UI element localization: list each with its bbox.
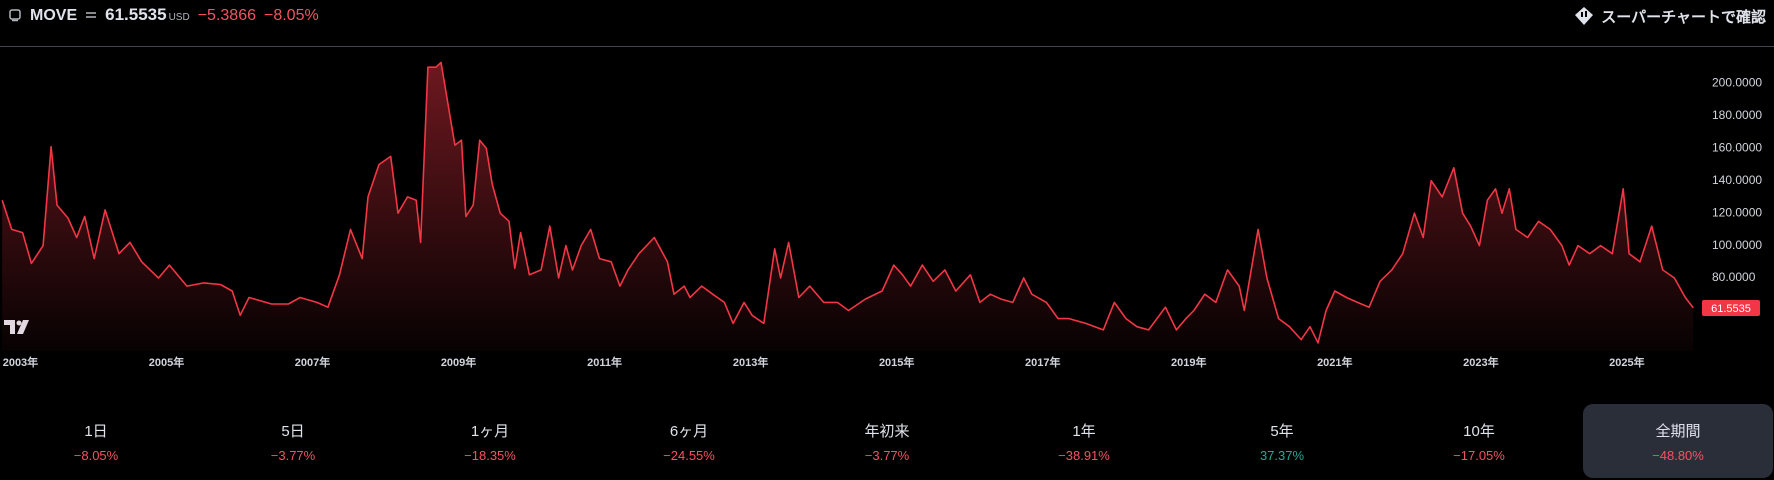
period-change: −8.05%: [73, 447, 119, 463]
period-change: 37.37%: [1259, 447, 1305, 463]
period-change: −17.05%: [1453, 447, 1505, 463]
period-tab[interactable]: 1日 −8.05%: [1, 404, 191, 478]
supercharts-button[interactable]: スーパーチャートで確認: [1573, 5, 1766, 27]
period-label: 1ヶ月: [470, 422, 510, 440]
x-tick-label: 2023年: [1463, 355, 1498, 369]
period-label: 6ヶ月: [669, 422, 709, 440]
x-tick-label: 2015年: [879, 355, 914, 369]
y-tick-label: 160.0000: [1712, 140, 1762, 154]
change: −5.3866: [197, 7, 256, 24]
x-tick-label: 2019年: [1171, 355, 1206, 369]
period-label: 5年: [1270, 422, 1294, 440]
change-percent: −8.05%: [263, 7, 319, 24]
y-tick-label: 180.0000: [1712, 108, 1762, 122]
period-tab[interactable]: 1ヶ月 −18.35%: [395, 404, 585, 478]
x-tick-label: 2003年: [3, 355, 38, 369]
period-change: −3.77%: [864, 447, 910, 463]
x-tick-label: 2021年: [1317, 355, 1352, 369]
period-change: −48.80%: [1652, 447, 1704, 463]
period-label: 5日: [281, 422, 305, 440]
period-change: −18.35%: [464, 447, 516, 463]
period-tab[interactable]: 年初来 −3.77%: [792, 404, 982, 478]
period-change: −3.77%: [270, 447, 316, 463]
period-tabs: 1日 −8.05% 5日 −3.77% 1ヶ月 −18.35% 6ヶ月 −24.55% 年初来 −…: [0, 404, 1774, 478]
area-fill: [2, 62, 1694, 352]
period-tab[interactable]: 1年 −38.91%: [989, 404, 1179, 478]
last-value-label: 61.5535: [1711, 303, 1751, 315]
x-tick-label: 2007年: [295, 355, 330, 369]
button-icon: [1575, 7, 1594, 25]
x-tick-label: 2013年: [733, 355, 768, 369]
period-label: 10年: [1463, 422, 1495, 440]
currency: USD: [168, 12, 190, 23]
x-tick-label: 2025年: [1609, 355, 1644, 369]
price-line: [1, 61, 1694, 344]
y-tick-label: 140.0000: [1712, 173, 1762, 187]
y-tick-label: 80.0000: [1712, 270, 1756, 284]
period-label: 1日: [84, 422, 108, 440]
y-tick-label: 200.0000: [1712, 76, 1762, 90]
x-tick-label: 2011年: [587, 355, 622, 369]
y-tick-label: 120.0000: [1712, 205, 1762, 219]
button-label: スーパーチャートで確認: [1601, 8, 1766, 26]
x-tick-label: 2017年: [1025, 355, 1060, 369]
x-tick-label: 2009年: [441, 355, 476, 369]
period-change: −38.91%: [1058, 447, 1110, 463]
period-label: 1年: [1072, 422, 1096, 440]
separator: [86, 12, 97, 18]
period-tab[interactable]: 10年 −17.05%: [1384, 404, 1574, 478]
period-tab[interactable]: 5年 37.37%: [1187, 404, 1377, 478]
symbol-icon: [9, 9, 21, 22]
price: 61.5535: [105, 5, 167, 24]
header: MOVE 61.5535 USD −5.3866 −8.05% スーパーチャート…: [0, 0, 1774, 47]
period-label: 年初来: [864, 422, 910, 440]
x-tick-label: 2005年: [149, 355, 184, 369]
period-tab[interactable]: 全期間 −48.80%: [1583, 404, 1773, 478]
period-change: −24.55%: [663, 447, 715, 463]
period-tab[interactable]: 6ヶ月 −24.55%: [594, 404, 784, 478]
y-tick-label: 100.0000: [1712, 238, 1762, 252]
symbol-info: MOVE 61.5535 USD −5.3866 −8.05%: [8, 5, 319, 25]
last-value-badge: [1702, 299, 1760, 316]
chart: 80.0000 100.0000 120.0000 140.0000 160.0000 1…: [1, 61, 1762, 369]
symbol: MOVE: [30, 7, 78, 24]
period-label: 全期間: [1655, 422, 1701, 440]
period-tab[interactable]: 5日 −3.77%: [198, 404, 388, 478]
